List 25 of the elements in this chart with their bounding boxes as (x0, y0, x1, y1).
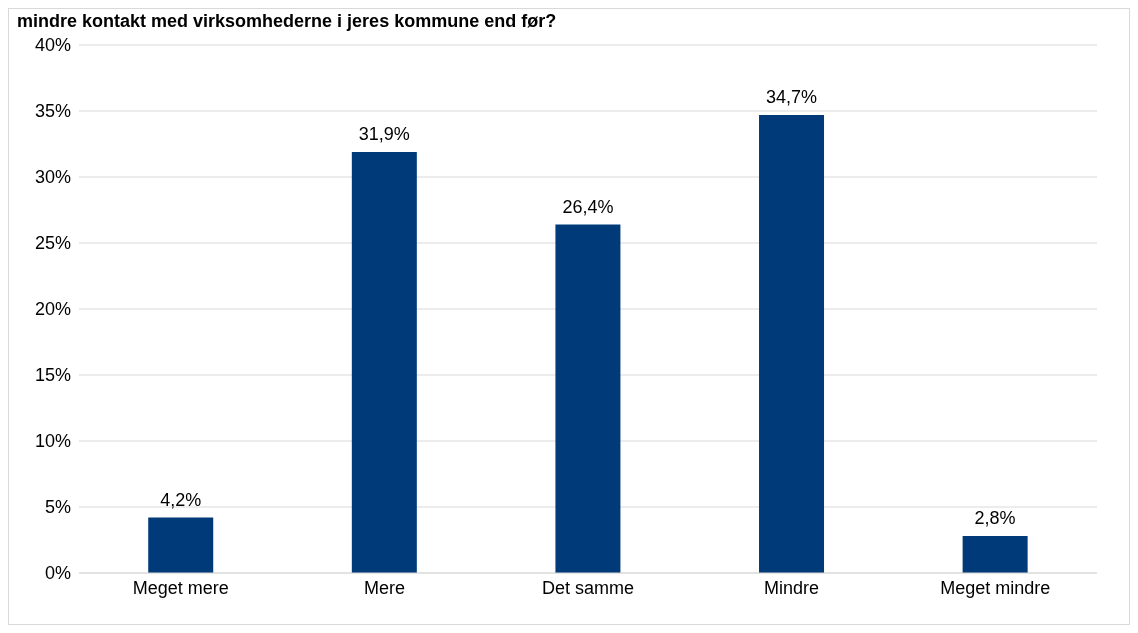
x-tick-label: Meget mere (132, 577, 229, 598)
y-tick-label: 25% (34, 233, 71, 254)
x-tick-label: Meget mindre (940, 577, 1051, 598)
data-label: 2,8% (974, 508, 1016, 529)
y-tick-label: 15% (34, 365, 71, 386)
y-tick-label: 30% (34, 167, 71, 188)
x-tick-label: Det samme (541, 577, 635, 598)
y-tick-label: 40% (34, 35, 71, 56)
data-label: 4,2% (160, 489, 202, 510)
y-tick-label: 20% (34, 299, 71, 320)
data-label: 31,9% (358, 123, 410, 144)
y-tick-label: 10% (34, 431, 71, 452)
y-tick-label: 0% (44, 563, 71, 584)
bar (759, 114, 825, 573)
bar (148, 517, 214, 573)
x-tick-label: Mere (363, 577, 405, 598)
y-tick-label: 5% (44, 497, 71, 518)
bar (962, 536, 1028, 573)
data-label: 34,7% (766, 86, 818, 107)
x-tick-label: Mindre (764, 577, 820, 598)
bar (555, 224, 621, 573)
data-label: 26,4% (562, 196, 614, 217)
y-tick-label: 35% (34, 101, 71, 122)
chart-title: mindre kontakt med virksomhederne i jeres kommune end før? (16, 10, 558, 33)
bar (351, 151, 417, 573)
